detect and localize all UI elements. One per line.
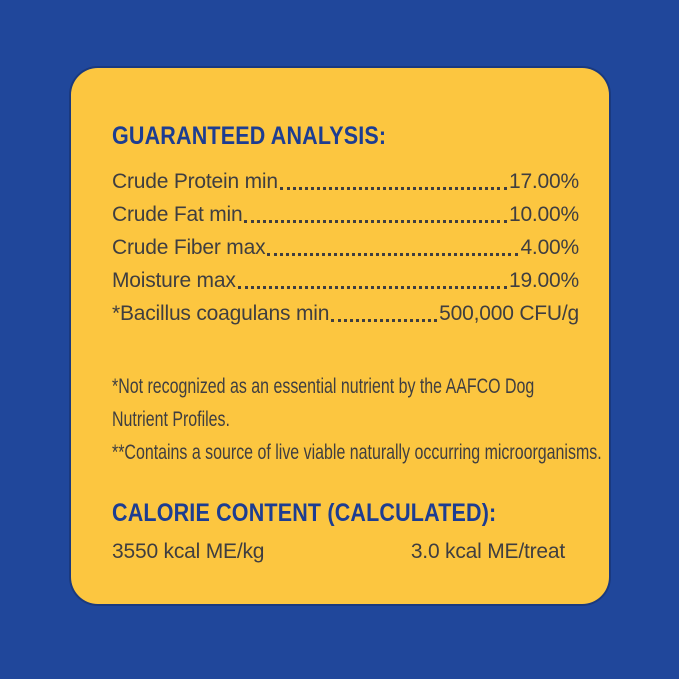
dot-leader (279, 187, 507, 190)
dot-leader (331, 319, 438, 322)
nutrient-name: Crude Fiber max (112, 235, 266, 259)
footnote-text: *Not recognized as an essential nutrient… (112, 375, 535, 398)
dot-leader (244, 220, 507, 223)
nutrient-name: Crude Fat min (112, 202, 243, 226)
calorie-values-row: 3550 kcal ME/kg 3.0 kcal ME/treat (112, 535, 579, 568)
calories-per-treat: 3.0 kcal ME/treat (410, 539, 565, 563)
nutrient-value: 19.00% (508, 268, 579, 292)
dot-leader (237, 286, 507, 289)
nutrient-name: Crude Protein min (112, 169, 278, 193)
nutrient-value: 17.00% (508, 169, 579, 193)
nutrient-value: 4.00% (520, 235, 579, 259)
table-row-crude-fat: Crude Fat min 10.00% (112, 198, 579, 231)
calories-per-kg: 3550 kcal ME/kg (112, 539, 265, 563)
footnote-text: Nutrient Profiles. (112, 408, 230, 431)
footnote-aafco-line-2: Nutrient Profiles. (112, 403, 579, 436)
nutrient-name: *Bacillus coagulans min (112, 301, 330, 325)
nutrition-label-panel: GUARANTEED ANALYSIS: Crude Protein min 1… (71, 68, 609, 604)
analysis-table: Crude Protein min 17.00% Crude Fat min 1… (112, 165, 579, 330)
nutrient-name: Moisture max (112, 268, 236, 292)
calorie-content-heading: CALORIE CONTENT (CALCULATED): (112, 499, 497, 527)
nutrient-value: 500,000 CFU/g (439, 301, 579, 325)
table-row-crude-fiber: Crude Fiber max 4.00% (112, 231, 579, 264)
table-row-moisture: Moisture max 19.00% (112, 264, 579, 297)
footnote-text: **Contains a source of live viable natur… (112, 441, 602, 464)
table-row-bacillus-coagulans: *Bacillus coagulans min 500,000 CFU/g (112, 297, 579, 330)
dot-leader (267, 253, 519, 256)
footnotes: *Not recognized as an essential nutrient… (112, 370, 602, 469)
nutrient-value: 10.00% (508, 202, 579, 226)
guaranteed-analysis-heading: GUARANTEED ANALYSIS: (112, 122, 387, 150)
footnote-microorganisms: **Contains a source of live viable natur… (112, 436, 602, 469)
table-row-crude-protein: Crude Protein min 17.00% (112, 165, 579, 198)
footnote-aafco-line-1: *Not recognized as an essential nutrient… (112, 370, 579, 403)
